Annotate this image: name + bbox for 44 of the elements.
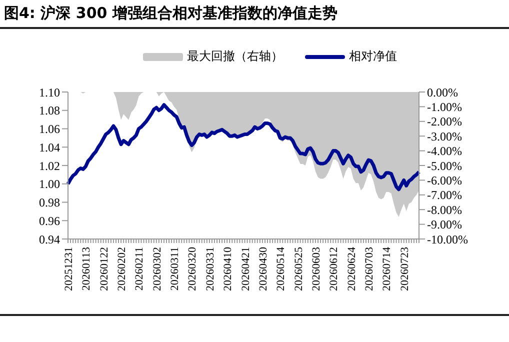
legend-label: 最大回撤（右轴） xyxy=(187,48,283,65)
y2-tick-label: -1.00% xyxy=(427,100,462,114)
x-tick-label: 20260320 xyxy=(186,246,199,291)
x-tick-label: 20260331 xyxy=(204,247,216,291)
y-tick-label: 0.94 xyxy=(39,232,60,246)
x-tick-label: 20260430 xyxy=(257,246,270,291)
legend-label: 相对净值 xyxy=(349,48,397,65)
line-series xyxy=(66,103,421,192)
x-tick-label: 20260202 xyxy=(116,247,128,291)
y2-tick-label: -8.00% xyxy=(427,202,462,217)
x-tick-label: 20260122 xyxy=(98,247,110,291)
x-tick-label: 20260421 xyxy=(240,247,252,291)
y2-tick-label: 0.00% xyxy=(427,85,458,100)
y-tick-label: 1.04 xyxy=(39,140,60,154)
y2-tick-label: -6.00% xyxy=(427,173,462,188)
y2-tick-label: -7.00% xyxy=(427,188,462,202)
x-tick-label: 20260603 xyxy=(310,246,322,291)
x-tick-label: 20251231 xyxy=(63,247,75,291)
y2-tick-label: -3.00% xyxy=(427,129,462,144)
y-tick-label: 0.96 xyxy=(39,214,60,228)
x-tick-label: 20260311 xyxy=(169,247,182,291)
y-tick-label: 1.00 xyxy=(39,177,60,192)
x-tick-label: 20260703 xyxy=(363,246,376,291)
x-tick-label: 20260714 xyxy=(381,246,394,291)
x-tick-label: 20260723 xyxy=(398,246,411,291)
y2-tick-label: -10.00% xyxy=(427,232,468,246)
y-tick-label: 1.06 xyxy=(39,122,60,136)
y-tick-label: 1.02 xyxy=(39,158,60,173)
x-tick-label: 20260211 xyxy=(134,247,146,291)
y2-tick-label: -9.00% xyxy=(427,218,462,232)
y-tick-label: 1.10 xyxy=(39,85,60,100)
y-tick-label: 0.98 xyxy=(39,196,60,210)
y2-tick-label: -5.00% xyxy=(427,158,462,173)
x-tick-label: 20260410 xyxy=(222,246,234,291)
x-tick-label: 20260302 xyxy=(151,247,164,291)
x-tick-label: 20260612 xyxy=(328,247,340,291)
x-tick-label: 20260514 xyxy=(275,246,288,291)
x-tick-label: 20260525 xyxy=(292,246,305,291)
y-tick-label: 1.08 xyxy=(39,104,60,118)
chart-title: 图4: 沪深 300 增强组合相对基准指数的净值走势 xyxy=(4,4,338,23)
x-tick-label: 20260113 xyxy=(80,246,93,291)
y2-tick-label: -2.00% xyxy=(427,114,462,129)
y2-tick-label: -4.00% xyxy=(427,144,462,158)
x-tick-label: 20260624 xyxy=(346,246,358,291)
